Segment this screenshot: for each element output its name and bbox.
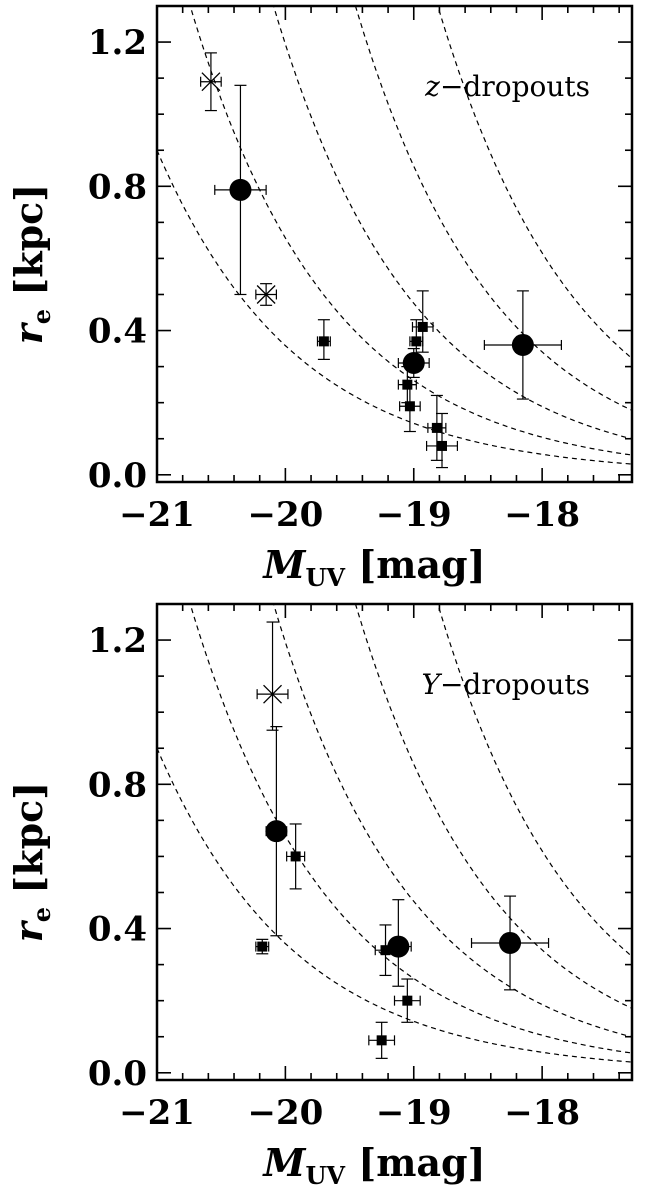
circle-marker (387, 935, 410, 958)
x-tick-label: −19 (376, 1093, 452, 1133)
reference-curve-1 (189, 604, 632, 1054)
y-tick-label: 0.8 (88, 765, 147, 805)
y-tick-label: 1.2 (88, 23, 147, 63)
panel-y-dropouts: −21 −20 −19 −18 0.0 0.4 0.8 1.2 Y−dropouts MUV … (6, 602, 634, 1190)
circle-marker (402, 352, 425, 374)
y-axis-label-sub: e (27, 309, 56, 324)
reference-curve-3 (354, 604, 632, 1009)
x-tick-label: −19 (376, 495, 452, 535)
plot-frame (155, 602, 634, 1082)
circle-marker (265, 820, 288, 843)
reference-curve-0 (157, 747, 632, 1063)
panel-annotation: z−dropouts (424, 70, 590, 103)
square-data-point (427, 394, 447, 461)
x-axis-label-unit: [mag] (345, 1140, 486, 1185)
cross-marker (256, 285, 276, 304)
y-axis-label: re [kpc] (6, 782, 56, 943)
square-data-point (393, 978, 421, 1023)
square-marker (437, 440, 447, 451)
y-axis-label-unit: [kpc] (6, 184, 51, 309)
square-marker (417, 321, 428, 332)
square-data-point (411, 290, 434, 353)
cross-marker (263, 684, 283, 704)
y-tick-label: 0.4 (88, 910, 147, 950)
cross-data-point (256, 621, 289, 731)
reference-curve-3 (354, 6, 632, 411)
annotation-prefix: z (424, 70, 440, 103)
reference-curve-4 (437, 604, 632, 957)
reference-curves (157, 6, 632, 465)
circle-marker (499, 931, 522, 954)
circle-data-point (397, 347, 430, 379)
y-axis-label-main: r (6, 321, 51, 344)
square-marker (290, 851, 301, 862)
square-marker (402, 995, 413, 1006)
annotation-prefix: Y (421, 668, 442, 701)
cross-data-point (200, 52, 222, 112)
x-tick-label: −21 (119, 1093, 195, 1133)
x-tick-label: −21 (119, 495, 195, 535)
x-axis-label-sub: UV (305, 563, 345, 592)
square-marker (411, 336, 422, 347)
y-axis-label-unit: [kpc] (6, 782, 51, 907)
square-marker (318, 336, 329, 347)
cross-marker (201, 72, 221, 92)
data-points (255, 621, 550, 1059)
x-tick-label: −20 (247, 495, 323, 535)
circle-marker (511, 333, 534, 356)
x-tick-label: −18 (504, 495, 580, 535)
y-axis-label-sub: e (27, 907, 56, 922)
square-data-point (316, 319, 331, 360)
reference-curve-1 (189, 6, 632, 456)
y-axis-label-main: r (6, 919, 51, 942)
data-points (200, 52, 562, 469)
reference-curves (157, 604, 632, 1063)
annotation-text: −dropouts (440, 668, 590, 701)
y-tick-label: 0.0 (88, 1054, 147, 1094)
panel-annotation: Y−dropouts (421, 668, 590, 701)
y-axis-label: re [kpc] (6, 184, 56, 345)
square-marker (376, 1035, 387, 1046)
reference-curve-4 (437, 6, 632, 359)
circle-data-point (483, 290, 562, 400)
square-data-point (399, 384, 421, 433)
square-data-point (255, 938, 270, 955)
x-axis-label-main: M (261, 1140, 306, 1185)
y-tick-label: 0.4 (88, 312, 147, 352)
circle-data-point (265, 726, 288, 937)
circle-data-point (384, 899, 412, 987)
plot-frame (155, 4, 634, 484)
annotation-text: −dropouts (440, 70, 590, 103)
x-axis-label-main: M (261, 542, 306, 587)
x-tick-label: −20 (247, 1093, 323, 1133)
x-axis-label: MUV [mag] (261, 542, 485, 592)
y-tick-label: 0.0 (88, 456, 147, 496)
axis-ticks: −21 −20 −19 −18 0.0 0.4 0.8 1.2 (88, 5, 632, 535)
axis-ticks: −21 −20 −19 −18 0.0 0.4 0.8 1.2 (88, 603, 632, 1133)
circle-marker (229, 178, 252, 201)
circle-data-point (214, 84, 267, 296)
square-marker (431, 422, 442, 433)
square-data-point (368, 1021, 396, 1059)
reference-curve-2 (272, 6, 632, 440)
y-tick-label: 0.8 (88, 167, 147, 207)
circle-data-point (470, 895, 550, 991)
x-axis-label-unit: [mag] (345, 542, 486, 587)
square-data-point (286, 823, 306, 890)
panel-z-dropouts: −21 −20 −19 −18 0.0 0.4 0.8 1.2 z−dropouts MUV … (6, 4, 634, 592)
y-tick-label: 1.2 (88, 621, 147, 661)
x-axis-label-sub: UV (305, 1161, 345, 1190)
x-tick-label: −18 (504, 1093, 580, 1133)
reference-curve-0 (157, 149, 632, 465)
square-marker (257, 941, 268, 952)
x-axis-label: MUV [mag] (261, 1140, 485, 1190)
square-data-point (425, 412, 459, 469)
cross-data-point (255, 283, 277, 306)
square-marker (404, 401, 415, 412)
